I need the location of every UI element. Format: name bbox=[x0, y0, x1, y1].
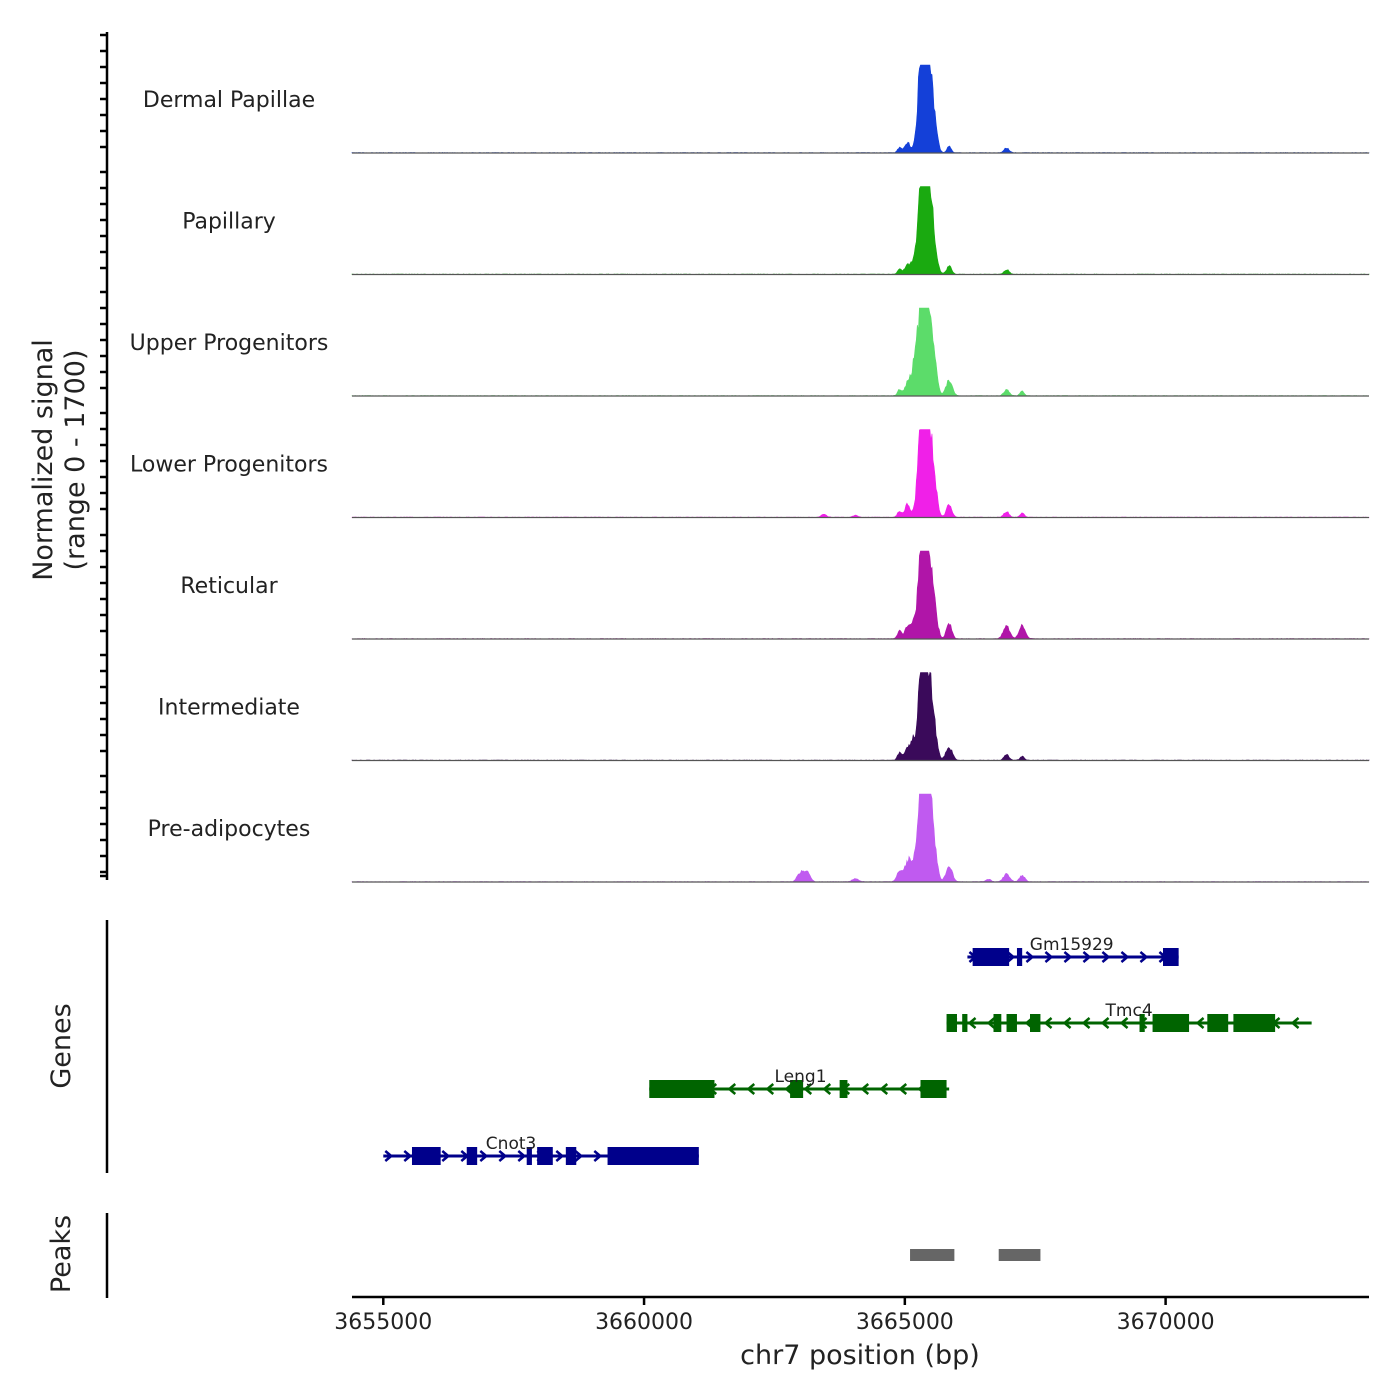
track-label-4: Lower Progenitors bbox=[130, 453, 328, 478]
gene-strand-arrow bbox=[1025, 951, 1035, 963]
gene-strand-arrow bbox=[879, 1083, 889, 1095]
gene-strand-arrow bbox=[403, 1150, 413, 1162]
peak-track bbox=[910, 1249, 1041, 1261]
gene-strand-arrow bbox=[1139, 951, 1149, 963]
gene-exon-Leng1-2 bbox=[790, 1080, 804, 1098]
gene-strand-arrow bbox=[479, 1150, 489, 1162]
y-axis-title-line1: Normalized signal bbox=[28, 339, 59, 581]
gene-track: Gm15929 Tmc4 Leng1 Cnot3 bbox=[383, 935, 1312, 1165]
gene-strand-arrow bbox=[1062, 1017, 1072, 1029]
gene-strand-arrow bbox=[441, 1150, 451, 1162]
gene-exon-Tmc4-4 bbox=[1006, 1014, 1017, 1032]
gene-exon-Tmc4-6 bbox=[1139, 1014, 1145, 1032]
gene-strand-arrow bbox=[803, 1083, 813, 1095]
gene-strand-arrow bbox=[1082, 951, 1092, 963]
track-label-6: Intermediate bbox=[158, 696, 300, 721]
signal-area-6 bbox=[351, 672, 1370, 761]
signal-area-7 bbox=[351, 793, 1370, 883]
gene-exon-Cnot3-6 bbox=[607, 1147, 699, 1165]
signal-area-2 bbox=[351, 186, 1370, 275]
gene-exon-Tmc4-2 bbox=[962, 1014, 968, 1032]
gene-strand-arrow bbox=[1120, 951, 1130, 963]
y-axis-title-line2: (range 0 - 1700) bbox=[60, 350, 91, 571]
signal-area-3 bbox=[351, 307, 1369, 397]
gene-exon-Cnot3-2 bbox=[466, 1147, 478, 1165]
gene-strand-arrow bbox=[860, 1083, 870, 1095]
gene-strand-arrow bbox=[517, 1150, 527, 1162]
coverage-tracks: Dermal Papillae Papillary Upper Progenitor… bbox=[130, 64, 1370, 883]
gene-exon-Cnot3-3 bbox=[526, 1147, 532, 1165]
gene-exon-Gm15929-1 bbox=[972, 948, 1010, 966]
gene-exon-Cnot3-1 bbox=[411, 1147, 441, 1165]
peaks-panel-title: Peaks bbox=[46, 1215, 77, 1293]
gene-exon-Gm15929-2 bbox=[1016, 948, 1023, 966]
gene-strand-arrow bbox=[1044, 951, 1054, 963]
x-axis-title: chr7 position (bp) bbox=[740, 1340, 980, 1371]
gene-strand-arrow bbox=[498, 1150, 508, 1162]
gene-strand-arrow bbox=[1195, 1017, 1205, 1029]
peak-region-1 bbox=[910, 1249, 955, 1261]
gene-strand-arrow bbox=[727, 1083, 737, 1095]
gene-strand-arrow bbox=[384, 1150, 394, 1162]
gene-exon-Leng1-4 bbox=[920, 1080, 947, 1098]
gene-label-Gm15929: Gm15929 bbox=[1030, 935, 1114, 955]
signal-area-1 bbox=[351, 64, 1370, 154]
gene-strand-arrow bbox=[967, 1017, 977, 1029]
track-label-3: Upper Progenitors bbox=[130, 331, 329, 356]
x-tick-label-4: 3670000 bbox=[1117, 1310, 1215, 1335]
gene-strand-arrow bbox=[986, 1017, 996, 1029]
gene-strand-arrow bbox=[574, 1150, 584, 1162]
gene-strand-arrow bbox=[1290, 1017, 1300, 1029]
gene-exon-Tmc4-1 bbox=[946, 1014, 957, 1032]
x-tick-label-1: 3655000 bbox=[334, 1310, 432, 1335]
genes-panel-title: Genes bbox=[46, 1003, 77, 1088]
gene-strand-arrow bbox=[1043, 1017, 1053, 1029]
gene-label-Leng1: Leng1 bbox=[775, 1067, 827, 1087]
x-tick-label-2: 3660000 bbox=[595, 1310, 693, 1335]
gene-exon-Cnot3-4 bbox=[537, 1147, 553, 1165]
track-label-2: Papillary bbox=[182, 210, 276, 235]
track-label-5: Reticular bbox=[180, 574, 278, 599]
gene-label-Cnot3: Cnot3 bbox=[486, 1134, 537, 1154]
track-label-1: Dermal Papillae bbox=[143, 88, 315, 113]
gene-exon-Tmc4-7 bbox=[1152, 1014, 1190, 1032]
gene-exon-Leng1-3 bbox=[839, 1080, 848, 1098]
signal-area-4 bbox=[351, 429, 1370, 518]
gene-strand-arrow bbox=[822, 1083, 832, 1095]
gene-exon-Gm15929-3 bbox=[1162, 948, 1179, 966]
signal-area-5 bbox=[351, 550, 1370, 640]
gene-strand-arrow bbox=[1081, 1017, 1091, 1029]
peak-region-2 bbox=[998, 1249, 1041, 1261]
gene-strand-arrow bbox=[555, 1150, 565, 1162]
gene-exon-Tmc4-8 bbox=[1207, 1014, 1229, 1032]
gene-strand-arrow bbox=[765, 1083, 775, 1095]
gene-exon-Leng1-1 bbox=[649, 1080, 715, 1098]
coverage-y-ticks bbox=[100, 33, 107, 878]
gene-strand-arrow bbox=[1101, 951, 1111, 963]
x-axis: 3655000 3660000 3665000 3670000 bbox=[334, 1297, 1215, 1335]
gene-strand-arrow bbox=[746, 1083, 756, 1095]
gene-exon-Cnot3-5 bbox=[565, 1147, 577, 1165]
gene-strand-arrow bbox=[1063, 951, 1073, 963]
gene-strand-arrow bbox=[1119, 1017, 1129, 1029]
track-label-7: Pre-adipocytes bbox=[148, 817, 311, 842]
gene-exon-Tmc4-3 bbox=[993, 1014, 1002, 1032]
gene-exon-Tmc4-5 bbox=[1030, 1014, 1041, 1032]
gene-strand-arrow bbox=[1006, 951, 1016, 963]
gene-strand-arrow bbox=[593, 1150, 603, 1162]
x-tick-label-3: 3665000 bbox=[856, 1310, 954, 1335]
gene-strand-arrow bbox=[1100, 1017, 1110, 1029]
gene-label-Tmc4: Tmc4 bbox=[1105, 1001, 1153, 1021]
gene-exon-Tmc4-9 bbox=[1233, 1014, 1276, 1032]
gene-strand-arrow bbox=[898, 1083, 908, 1095]
